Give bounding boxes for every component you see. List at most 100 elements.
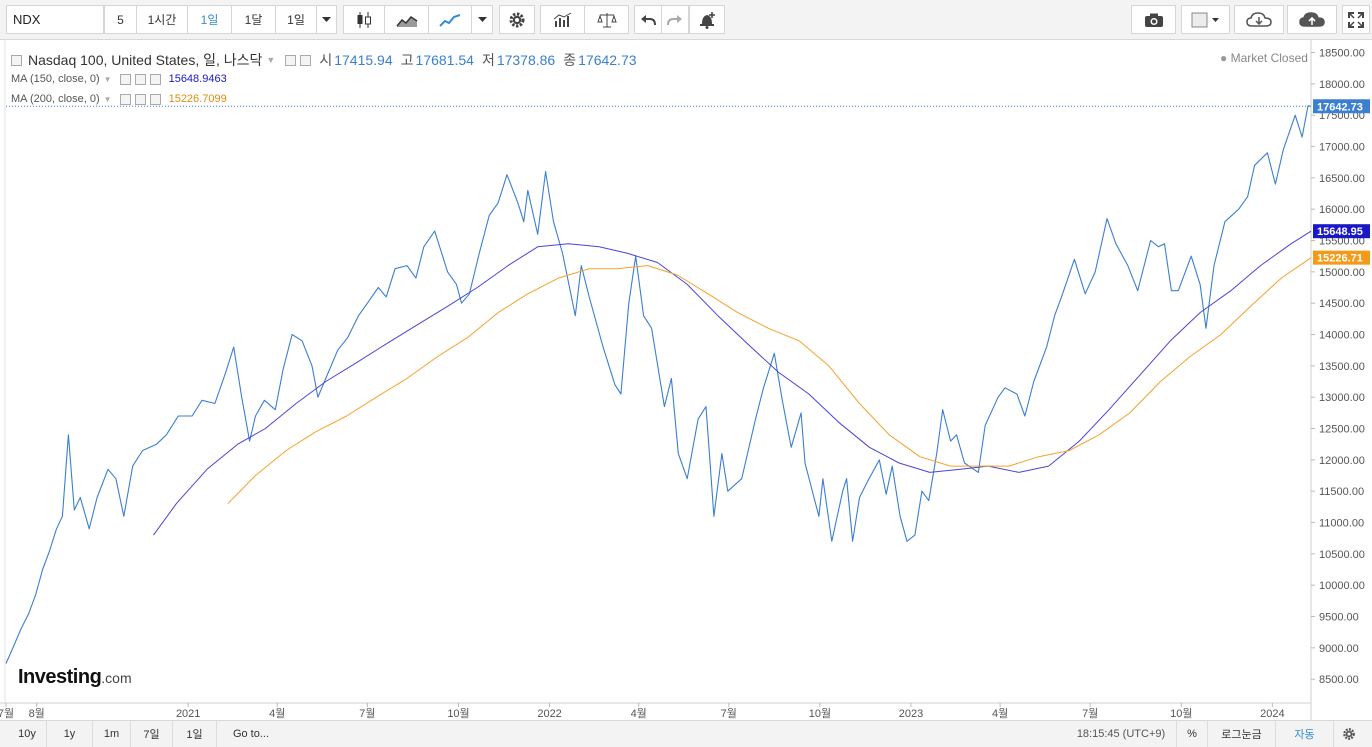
ma200-label: MA (200, close, 0): [11, 93, 100, 105]
undo-icon: [641, 14, 656, 25]
settings-small-icon[interactable]: [300, 54, 312, 66]
indicators-button[interactable]: [540, 5, 585, 34]
undo-button[interactable]: [634, 5, 662, 34]
area-chart-button[interactable]: [384, 5, 429, 34]
chevron-down-icon: [477, 16, 487, 22]
clock-timezone[interactable]: 18:15:45 (UTC+9): [1076, 728, 1166, 740]
redo-icon: [667, 14, 682, 25]
y-tick-label: 8500.00: [1319, 674, 1359, 686]
chevron-down-icon: [322, 16, 331, 22]
fullscreen-button[interactable]: [1342, 5, 1370, 34]
candlestick-button[interactable]: [343, 5, 385, 34]
compare-button[interactable]: [584, 5, 629, 34]
legend-dropdown-icon[interactable]: ▼: [266, 55, 276, 65]
save-chart-button[interactable]: [1287, 5, 1337, 34]
price-series-line: [5, 105, 1312, 664]
y-tick-label: 18500.00: [1319, 48, 1365, 60]
symbol-input[interactable]: [6, 5, 104, 34]
bottom-bar: 10y 1y 1m 7일 1일 Go to... 18:15:45 (UTC+9…: [0, 720, 1372, 747]
line-chart-button[interactable]: [428, 5, 472, 34]
open-value: 17415.94: [334, 52, 393, 68]
y-tick-label: 15000.00: [1319, 267, 1365, 279]
chart-settings-button[interactable]: [1334, 721, 1364, 747]
x-tick-label: 4월: [631, 707, 647, 720]
collapse-legend-icon[interactable]: [11, 54, 22, 66]
gear-icon: [1343, 728, 1355, 740]
indicators-icon: [553, 12, 571, 27]
y-tick-label: 11000.00: [1319, 518, 1364, 530]
screenshot-button[interactable]: [1131, 5, 1176, 34]
ma150-dropdown-icon[interactable]: ▼: [103, 74, 112, 84]
logo-suffix: .com: [101, 670, 132, 686]
ma150-value: 15648.9463: [168, 73, 227, 85]
log-scale-toggle[interactable]: 로그눈금: [1208, 721, 1276, 747]
range-10y-button[interactable]: 10y: [8, 721, 47, 747]
close-value: 17642.73: [578, 52, 637, 68]
chart-area[interactable]: 8500.00 9000.00 9500.00 10000.00 10500.00 110…: [0, 40, 1372, 720]
y-tick-label: 15500.00: [1319, 236, 1365, 248]
ma150-close-icon[interactable]: [149, 73, 161, 85]
price-tag-box: [1313, 99, 1370, 114]
alert-button[interactable]: [689, 5, 725, 34]
ma150-eye-icon[interactable]: [119, 73, 131, 85]
y-tick-label: 9500.00: [1319, 612, 1359, 624]
range-7d-button[interactable]: 7일: [131, 721, 173, 747]
interval-1hour-button[interactable]: 1시간: [136, 5, 188, 34]
settings-button[interactable]: [499, 5, 535, 34]
gear-icon: [509, 12, 525, 27]
goto-date-button[interactable]: Go to...: [232, 728, 270, 740]
interval-1day-button[interactable]: 1일: [187, 5, 232, 34]
x-tick-label: 10월: [447, 707, 469, 720]
toolbar: 5 1시간 1일 1달 1일: [0, 0, 1372, 40]
price-tag-label: 15648.95: [1317, 226, 1363, 238]
color-picker-button[interactable]: [1181, 5, 1230, 34]
price-tag-box: [1313, 224, 1370, 239]
y-tick-label: 13000.00: [1319, 392, 1365, 404]
y-tick-label: 12000.00: [1319, 455, 1365, 467]
ma200-eye-icon[interactable]: [119, 93, 131, 105]
price-tag-label: 15226.71: [1317, 253, 1363, 265]
market-status: ● Market Closed: [1220, 51, 1308, 65]
x-tick-label: 4월: [992, 707, 1008, 720]
y-tick-label: 14500.00: [1319, 298, 1365, 310]
ma200-settings-icon[interactable]: [134, 93, 146, 105]
scale-icon: [596, 12, 617, 27]
interval-5-button[interactable]: 5: [104, 5, 137, 34]
camera-icon: [1144, 13, 1163, 27]
color-square-icon: [1191, 12, 1219, 27]
auto-scale-toggle[interactable]: 자동: [1276, 721, 1334, 747]
x-tick-label: 2024: [1260, 708, 1284, 720]
y-tick-label: 12500.00: [1319, 424, 1365, 436]
ma200-value: 15226.7099: [168, 93, 227, 105]
interval-selected-button[interactable]: 1일: [275, 5, 317, 34]
y-tick-label: 18000.00: [1319, 79, 1365, 91]
range-1m-button[interactable]: 1m: [93, 721, 131, 747]
x-tick-label: 2021: [176, 708, 200, 720]
y-tick-label: 9000.00: [1319, 643, 1359, 655]
load-chart-button[interactable]: [1234, 5, 1284, 34]
interval-1month-button[interactable]: 1달: [231, 5, 276, 34]
y-tick-label: 10500.00: [1319, 549, 1365, 561]
ma200-close-icon[interactable]: [149, 93, 161, 105]
redo-button[interactable]: [661, 5, 689, 34]
price-tag-label: 17642.73: [1317, 101, 1363, 113]
y-tick-label: 14000.00: [1319, 330, 1365, 342]
price-chart[interactable]: 8500.00 9000.00 9500.00 10000.00 10500.00 110…: [0, 40, 1372, 720]
y-tick-label: 13500.00: [1319, 361, 1365, 373]
ma150-series-line: [153, 230, 1312, 536]
logo-brand: Investing: [18, 666, 102, 688]
ma200-dropdown-icon[interactable]: ▼: [103, 94, 112, 104]
interval-dropdown-button[interactable]: [316, 5, 337, 34]
high-value: 17681.54: [415, 52, 474, 68]
x-tick-label: 2023: [899, 708, 923, 720]
ma200-legend: MA (200, close, 0) ▼ 15226.7099: [11, 93, 227, 105]
chart-type-dropdown-button[interactable]: [471, 5, 493, 34]
eye-icon[interactable]: [285, 54, 297, 66]
low-label: 저: [481, 52, 495, 68]
chart-legend: Nasdaq 100, United States, 일, 나스닥 ▼ 시 17…: [11, 50, 637, 70]
ma150-settings-icon[interactable]: [134, 73, 146, 85]
y-tick-label: 17000.00: [1319, 142, 1365, 154]
percent-scale-toggle[interactable]: %: [1176, 721, 1208, 747]
range-1y-button[interactable]: 1y: [47, 721, 93, 747]
range-1d-button[interactable]: 1일: [173, 721, 217, 747]
